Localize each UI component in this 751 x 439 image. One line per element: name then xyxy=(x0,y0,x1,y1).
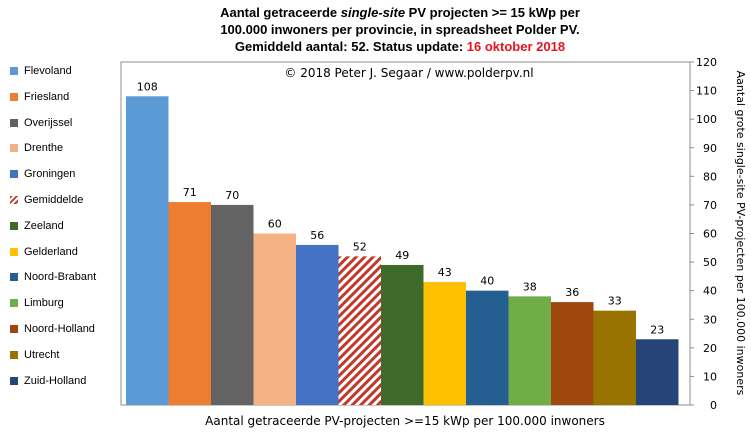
bar-limburg xyxy=(508,296,551,405)
legend-item: Gelderland xyxy=(10,245,78,259)
data-label-noord-brabant: 40 xyxy=(480,275,494,288)
legend-label: Overijssel xyxy=(24,116,73,129)
legend-label: Limburg xyxy=(24,297,64,310)
data-label-flevoland: 108 xyxy=(137,80,158,93)
data-label-noord-holland: 36 xyxy=(565,286,579,299)
data-label-friesland: 71 xyxy=(183,186,197,199)
y-tick-label: 120 xyxy=(696,56,717,69)
bar-noord-brabant xyxy=(466,290,509,405)
legend-label: Gemiddelde xyxy=(24,194,84,206)
title-line1-c: PV projecten >= 15 kWp per xyxy=(405,5,580,20)
title-status-date: 16 oktober 2018 xyxy=(466,39,566,54)
bar-overijssel xyxy=(211,204,254,405)
bar-groningen xyxy=(296,244,339,405)
legend-item: Overijssel xyxy=(10,116,72,130)
data-label-limburg: 38 xyxy=(523,280,537,293)
data-label-gelderland: 43 xyxy=(438,266,452,279)
copyright-text: © 2018 Peter J. Segaar / www.polderpv.nl xyxy=(284,66,533,80)
legend-item: Noord-Holland xyxy=(10,322,95,336)
chart-title: Aantal getraceerde single-site PV projec… xyxy=(130,4,670,55)
legend-swatch xyxy=(10,299,18,308)
title-line1-b: single-site xyxy=(340,5,406,20)
data-label-zuid-holland: 23 xyxy=(650,323,664,336)
title-line3-a: Gemiddeld aantal: 52. Status update: xyxy=(234,39,467,54)
legend-label: Noord-Brabant xyxy=(24,271,97,284)
legend-swatch xyxy=(10,92,18,101)
legend-swatch xyxy=(10,273,18,282)
legend-item: Drenthe xyxy=(10,141,63,155)
legend-swatch xyxy=(10,118,18,127)
data-label-groningen: 56 xyxy=(310,229,324,242)
legend-swatch xyxy=(10,67,18,75)
data-label-gemiddelde: 52 xyxy=(353,240,367,253)
y-tick-label: 110 xyxy=(696,85,717,98)
y-tick-label: 40 xyxy=(703,285,717,298)
legend-label: Drenthe xyxy=(24,142,64,155)
data-label-utrecht: 33 xyxy=(608,295,622,308)
legend-label: Zuid-Holland xyxy=(24,374,87,387)
x-axis-label: Aantal getraceerde PV-projecten >=15 kWp… xyxy=(205,414,605,428)
y-tick-label: 70 xyxy=(703,199,717,212)
data-label-overijssel: 70 xyxy=(225,189,239,202)
legend-swatch xyxy=(10,350,18,359)
legend-item: Zuid-Holland xyxy=(10,374,86,388)
legend-swatch xyxy=(10,376,18,385)
y-tick-label: 0 xyxy=(710,399,717,412)
legend-label: Utrecht xyxy=(24,348,60,361)
legend-item: Gemiddelde xyxy=(10,193,83,207)
legend-swatch xyxy=(10,170,18,179)
y-tick-label: 60 xyxy=(703,228,717,241)
y-axis-label: Aantal grote single-site PV-projecten pe… xyxy=(734,71,747,396)
bars-group: 108 71 70 60 56 52 49 43 40 38 36 33 23 xyxy=(126,80,679,406)
legend-swatch xyxy=(10,221,18,230)
legend-label: Friesland xyxy=(24,90,70,103)
y-tick-label: 20 xyxy=(703,342,717,355)
legend-item: Utrecht xyxy=(10,348,59,362)
legend-item: Limburg xyxy=(10,296,64,310)
bar-flevoland xyxy=(126,96,169,406)
y-tick-label: 80 xyxy=(703,170,717,183)
title-line1-a: Aantal getraceerde xyxy=(220,5,341,20)
legend-item: Groningen xyxy=(10,167,75,181)
bar-friesland xyxy=(168,202,211,405)
y-tick-label: 90 xyxy=(703,142,717,155)
bar-gemiddelde xyxy=(338,256,381,405)
legend-item: Friesland xyxy=(10,90,69,104)
y-tick-label: 50 xyxy=(703,256,717,269)
bar-drenthe xyxy=(253,233,296,405)
legend-item: Noord-Brabant xyxy=(10,270,96,284)
legend-label: Gelderland xyxy=(24,245,78,258)
legend-label: Zeeland xyxy=(24,219,64,232)
legend-swatch xyxy=(10,144,18,153)
legend-label: Flevoland xyxy=(24,65,72,77)
title-line2: 100.000 inwoners per provincie, in sprea… xyxy=(220,22,580,37)
legend-swatch xyxy=(10,196,18,204)
y-tick-label: 30 xyxy=(703,313,717,326)
bar-noord-holland xyxy=(551,302,594,405)
data-label-drenthe: 60 xyxy=(268,218,282,231)
bar-gelderland xyxy=(423,282,466,405)
y-axis-ticks: 0 10 20 30 40 50 60 70 80 90 100 110 120 xyxy=(690,56,717,412)
bar-zuid-holland xyxy=(636,339,679,405)
legend-label: Noord-Holland xyxy=(24,323,95,335)
bar-utrecht xyxy=(593,310,636,405)
legend-label: Groningen xyxy=(24,168,76,181)
data-label-zeeland: 49 xyxy=(395,249,409,262)
bar-zeeland xyxy=(381,264,424,405)
y-tick-label: 10 xyxy=(703,370,717,383)
legend-swatch xyxy=(10,325,18,333)
legend-item: Flevoland xyxy=(10,64,72,78)
legend-item: Zeeland xyxy=(10,219,64,233)
legend-swatch xyxy=(10,247,18,256)
y-tick-label: 100 xyxy=(696,113,717,126)
